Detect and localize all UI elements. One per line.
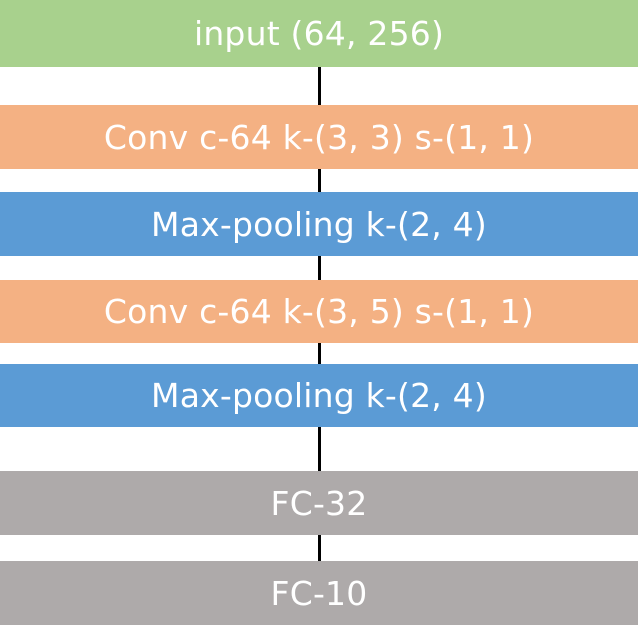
connector-line: [318, 169, 321, 192]
layer-maxpool-2: Max-pooling k-(2, 4): [0, 364, 638, 427]
layer-maxpool-1: Max-pooling k-(2, 4): [0, 192, 638, 256]
connector-line: [318, 67, 321, 105]
layer-conv-1: Conv c-64 k-(3, 3) s-(1, 1): [0, 105, 638, 169]
layer-label: Max-pooling k-(2, 4): [151, 376, 487, 415]
layer-conv-2: Conv c-64 k-(3, 5) s-(1, 1): [0, 280, 638, 343]
connector-line: [318, 535, 321, 561]
connector-line: [318, 256, 321, 280]
connector-line: [318, 343, 321, 364]
layer-fc-32: FC-32: [0, 471, 638, 535]
layer-label: FC-10: [270, 573, 368, 613]
layer-label: input (64, 256): [193, 14, 445, 53]
layer-label: Conv c-64 k-(3, 5) s-(1, 1): [103, 292, 535, 331]
layer-label: Conv c-64 k-(3, 3) s-(1, 1): [103, 117, 535, 157]
layer-label: FC-32: [270, 483, 368, 523]
layer-label: Max-pooling k-(2, 4): [151, 204, 487, 244]
connector-line: [318, 427, 321, 471]
layer-input: input (64, 256): [0, 0, 638, 67]
layer-fc-10: FC-10: [0, 561, 638, 625]
